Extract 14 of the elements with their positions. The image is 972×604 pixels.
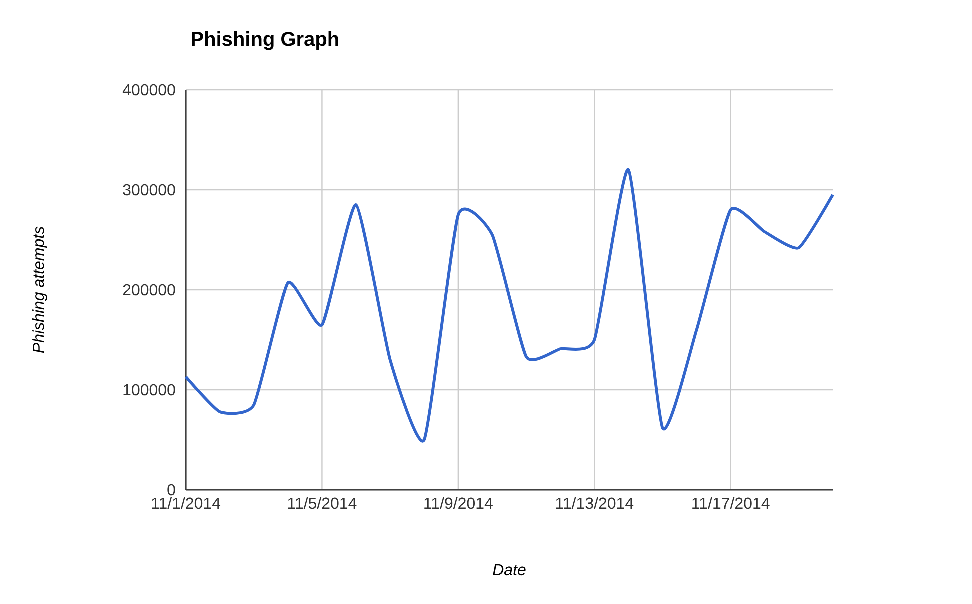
line-series	[184, 168, 834, 442]
x-tick-label: 11/1/2014	[152, 497, 221, 510]
y-tick-label: 200000	[123, 284, 176, 296]
x-tick-label: 11/17/2014	[692, 497, 770, 510]
x-tick-label: 11/13/2014	[556, 497, 634, 510]
chart-title: Phishing Graph	[192, 32, 338, 50]
x-tick-label: 11/9/2014	[424, 497, 493, 510]
y-tick-label: 400000	[122, 84, 176, 96]
y-tick-label: 300000	[123, 184, 176, 196]
x-axis-title: Date	[493, 564, 526, 576]
y-tick-label: 100000	[124, 384, 176, 396]
y-tick-label: 0	[168, 484, 176, 496]
y-axis-title: Phishing attempts	[32, 226, 48, 354]
x-tick-label: 11/5/2014	[288, 497, 357, 510]
